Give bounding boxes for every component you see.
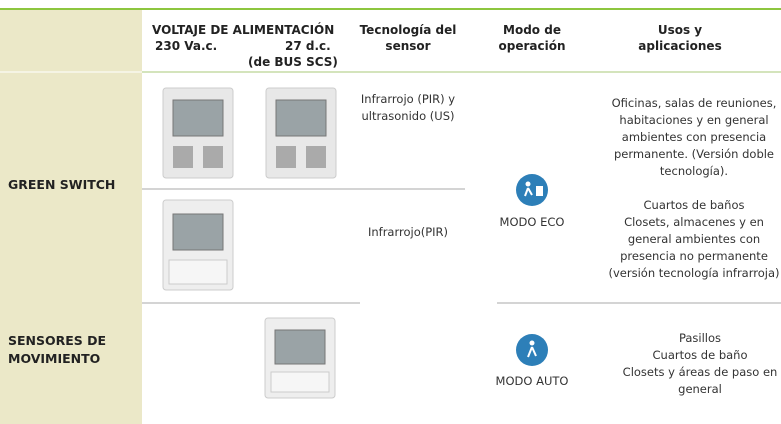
technology: ultrasonido (US)	[361, 109, 455, 123]
uses: habitaciones y en general	[619, 113, 769, 127]
header-technology: sensor	[385, 39, 431, 53]
row-label: GREEN SWITCH	[8, 177, 116, 192]
header-uses: Usos y	[657, 23, 703, 37]
header-uses: aplicaciones	[638, 39, 722, 53]
header-voltage: VOLTAJE DE ALIMENTACIÓN	[152, 23, 335, 37]
side-column	[0, 10, 142, 424]
header-voltage-230: 230 Va.c.	[155, 39, 218, 53]
uses: ambientes con presencia	[621, 130, 767, 144]
header-voltage-27: 27 d.c.	[285, 39, 331, 53]
header-mode: Modo de	[503, 23, 561, 37]
uses: Pasillos	[678, 331, 722, 345]
technology: Infrarrojo(PIR)	[367, 225, 449, 239]
header-technology: Tecnología del	[359, 23, 457, 37]
uses: permanente. (Versión doble	[613, 147, 775, 161]
uses: general	[678, 382, 722, 396]
row-label: MOVIMIENTO	[8, 351, 101, 366]
technology: Infrarrojo (PIR) y	[360, 92, 456, 106]
header-bus: (de BUS SCS)	[248, 55, 338, 69]
uses: (versión tecnología infrarroja)	[608, 266, 780, 280]
uses: Closets y áreas de paso en	[622, 365, 778, 379]
uses: Cuartos de baño	[652, 348, 748, 362]
uses: tecnología).	[659, 164, 729, 178]
uses: Closets, almacenes y en	[624, 215, 764, 229]
device-images	[162, 87, 337, 399]
mode-icons	[516, 174, 548, 366]
uses: presencia no permanente	[620, 249, 768, 263]
uses: Oficinas, salas de reuniones,	[611, 96, 777, 110]
uses: general ambientes con	[627, 232, 761, 246]
header-mode: operación	[498, 39, 566, 53]
mode-label: MODO ECO	[499, 215, 565, 229]
row-label: SENSORES DE	[8, 333, 107, 348]
mode-label: MODO AUTO	[495, 374, 569, 388]
uses: Cuartos de baños	[643, 198, 745, 212]
